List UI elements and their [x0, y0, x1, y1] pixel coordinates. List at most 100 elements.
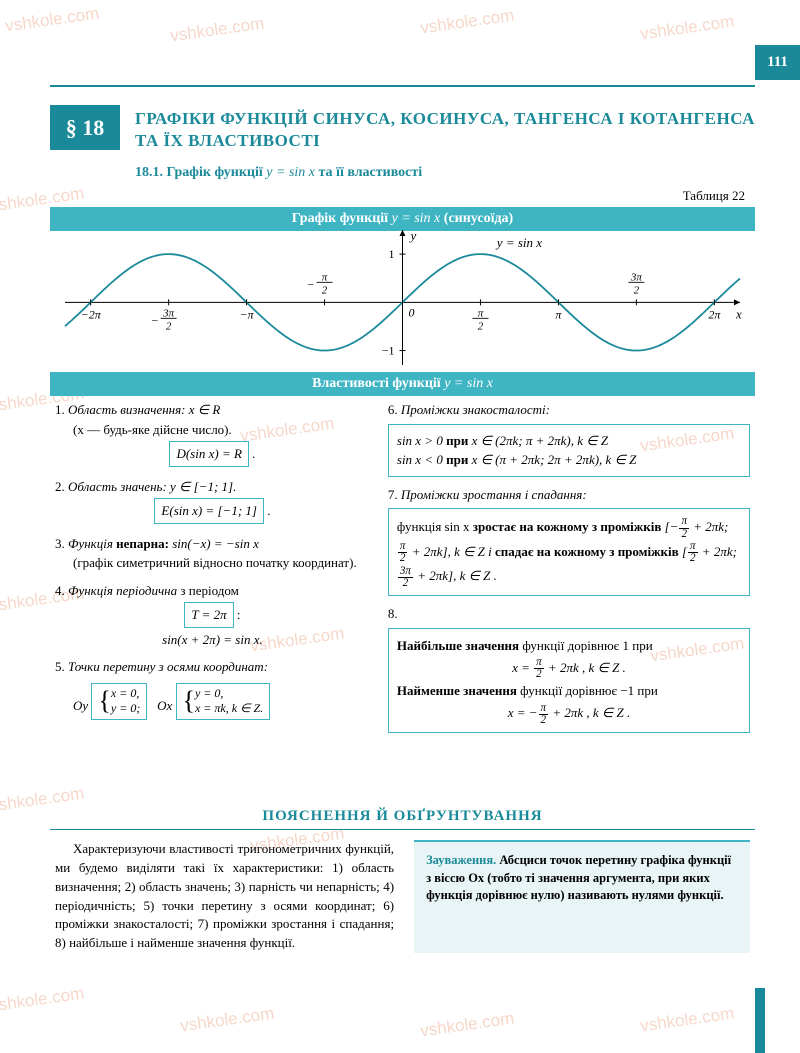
p7-t2: зростає на кожному з проміжків — [473, 519, 662, 534]
table-label: Таблиця 22 — [683, 188, 745, 204]
p6-l1c: x ∈ (2πk; π + 2πk), k ∈ Z — [472, 433, 609, 448]
watermark: vshkole.com — [419, 1009, 515, 1042]
page-title: ГРАФІКИ ФУНКЦІЙ СИНУСА, КОСИНУСА, ТАНГЕН… — [135, 108, 755, 152]
prop-3: 3. Функція непарна: sin(−x) = −sin x (гр… — [55, 534, 370, 573]
p7-t1: функція sin x — [397, 519, 470, 534]
p3-b: непарна: — [116, 536, 169, 551]
p7-t5: k ∈ Z . — [460, 568, 497, 583]
p3-a: Функція — [68, 536, 113, 551]
svg-text:x: x — [735, 306, 742, 321]
band1-formula: y = sin x — [392, 211, 441, 226]
band-properties-title: Властивості функції y = sin x — [50, 372, 755, 396]
bottom-margin-bar — [755, 988, 765, 1053]
p6-l2b: при — [446, 452, 468, 467]
p4-math: sin(x + 2π) = sin x. — [55, 630, 370, 650]
p5-ox: Ox — [157, 697, 172, 712]
p7-head: Проміжки зростання і спадання: — [401, 487, 587, 502]
explanation-header: ПОЯСНЕННЯ Й ОБҐРУНТУВАННЯ — [50, 808, 755, 830]
p4-text: з періодом — [180, 583, 238, 598]
p1-note: (x — будь-яке дійсне число). — [73, 422, 232, 437]
svg-text:2π: 2π — [708, 307, 721, 321]
p7-t4: спадає на кожному з проміжків — [495, 544, 679, 559]
p8-lead: 8. — [388, 606, 398, 621]
p8-l1c: k ∈ Z . — [588, 660, 625, 675]
watermark: vshkole.com — [639, 1004, 735, 1037]
p1-head: Область визначення: — [68, 402, 186, 417]
subtitle-pre: Графік функції — [167, 165, 263, 180]
svg-text:π: π — [555, 307, 562, 321]
explanation-note: Зауваження. Абсциси точок перетину графі… — [414, 840, 750, 953]
svg-text:π: π — [322, 271, 328, 283]
section-badge: § 18 — [50, 105, 120, 150]
p8-l2c: k ∈ Z . — [593, 705, 630, 720]
p2-box: E(sin x) = [−1; 1] — [154, 498, 264, 524]
sine-svg: −2π−3π2−π−π20π2π3π22π1−1yxy = sin x — [50, 230, 755, 365]
p2-lead: 2. — [55, 479, 65, 494]
watermark: vshkole.com — [419, 6, 515, 39]
p5-lead: 5. — [55, 659, 65, 674]
band2-formula: y = sin x — [444, 376, 493, 391]
frac-den: 2 — [398, 553, 408, 564]
properties-columns: 1. Область визначення: x ∈ R (x — будь-я… — [55, 400, 750, 793]
svg-text:0: 0 — [409, 305, 415, 319]
p6-l2a: sin x < 0 — [397, 452, 443, 467]
page-number: 111 — [755, 45, 800, 80]
p3-note: (графік симетричний відносно початку коо… — [73, 555, 357, 570]
band1-pre: Графік функції — [292, 211, 388, 226]
svg-text:−: − — [306, 277, 314, 291]
p5-ox-r1: y = 0, — [195, 686, 263, 702]
svg-text:−2π: −2π — [81, 307, 102, 321]
subtitle-post: та її властивості — [319, 165, 423, 180]
p4-box: T = 2π — [184, 602, 233, 628]
p4-lead: 4. — [55, 583, 65, 598]
frac-den: 2 — [398, 578, 413, 589]
p5-ox-sys: { y = 0, x = πk, k ∈ Z. — [176, 683, 271, 720]
explanation-body: Характеризуючи властивості тригонометрич… — [55, 840, 750, 953]
svg-text:−1: −1 — [382, 344, 395, 358]
frac-den: 2 — [539, 715, 549, 726]
subsection-title: 18.1. Графік функції y = sin x та її вла… — [135, 165, 422, 181]
watermark: vshkole.com — [639, 12, 735, 45]
svg-text:−π: −π — [240, 307, 255, 321]
p7-lead: 7. — [388, 487, 398, 502]
p8-l1b: функції дорівнює 1 при — [522, 638, 652, 653]
p2-head: Область значень: — [68, 479, 167, 494]
svg-text:3π: 3π — [630, 271, 643, 283]
p5-oy-sys: { x = 0, y = 0; — [91, 683, 147, 720]
frac-den: 2 — [679, 529, 689, 540]
band-graph-title: Графік функції y = sin x (синусоїда) — [50, 207, 755, 231]
watermark: vshkole.com — [179, 1004, 275, 1037]
svg-text:2: 2 — [322, 284, 328, 296]
p5-oy: Oy — [73, 697, 88, 712]
frac-den: 2 — [534, 669, 544, 680]
p6-lead: 6. — [388, 402, 398, 417]
p1-math: x ∈ R — [189, 402, 221, 417]
explanation-left: Характеризуючи властивості тригонометрич… — [55, 840, 394, 953]
prop-5: 5. Точки перетину з осями координат: Oy … — [55, 657, 370, 722]
watermark: vshkole.com — [169, 14, 265, 47]
note-lead: Зауваження. — [426, 853, 496, 867]
svg-text:3π: 3π — [162, 307, 175, 319]
p5-oy-r2: y = 0; — [111, 701, 140, 717]
prop-1: 1. Область визначення: x ∈ R (x — будь-я… — [55, 400, 370, 469]
frac-num: π — [679, 516, 689, 528]
subtitle-formula: y = sin x — [266, 165, 315, 180]
p1-lead: 1. — [55, 402, 65, 417]
subtitle-num: 18.1. — [135, 165, 163, 180]
p2-math: y ∈ [−1; 1]. — [170, 479, 236, 494]
svg-text:−: − — [151, 313, 159, 327]
prop-8: 8. Найбільше значення функції дорівнює 1… — [388, 604, 750, 733]
watermark: vshkole.com — [4, 4, 100, 37]
p5-oy-r1: x = 0, — [111, 686, 140, 702]
p6-l1a: sin x > 0 — [397, 433, 443, 448]
svg-text:2: 2 — [634, 284, 640, 296]
prop-4: 4. Функція періодична з періодом T = 2π … — [55, 581, 370, 650]
p6-l1b: при — [446, 433, 468, 448]
svg-text:2: 2 — [166, 320, 172, 332]
watermark: vshkole.com — [0, 984, 85, 1017]
p3-math: sin(−x) = −sin x — [172, 536, 259, 551]
column-left: 1. Область визначення: x ∈ R (x — будь-я… — [55, 400, 370, 793]
svg-text:y = sin x: y = sin x — [495, 235, 542, 250]
p8-l2a: Найменше значення — [397, 683, 517, 698]
svg-text:2: 2 — [478, 320, 484, 332]
